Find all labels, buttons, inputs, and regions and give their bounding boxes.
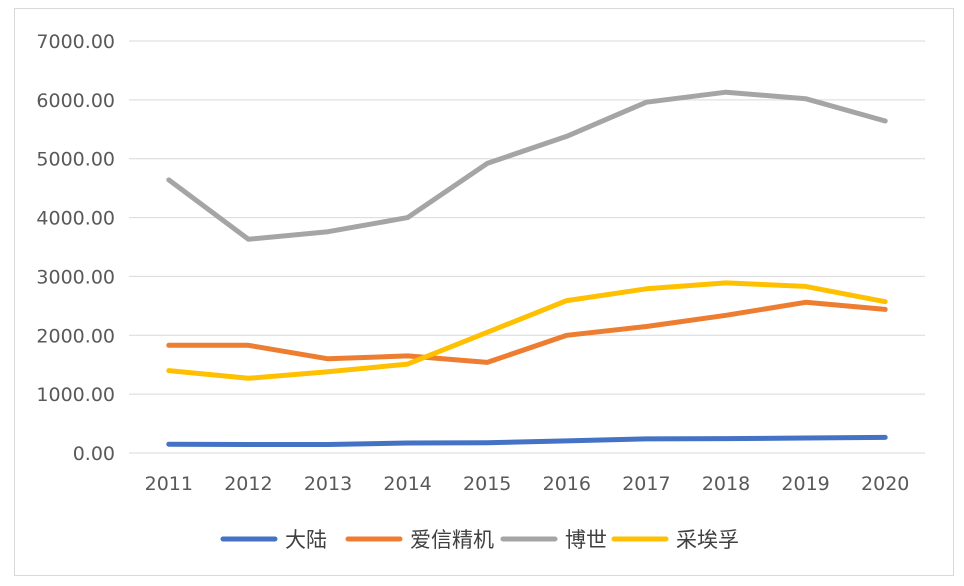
series-lines [166,89,888,447]
x-tick-label: 2013 [304,473,352,495]
y-tick-label: 3000.00 [36,266,115,288]
x-tick-label: 2015 [463,473,511,495]
series-line-1 [166,299,888,365]
gridlines [129,40,925,454]
series-line-3 [166,280,888,381]
x-tick-label: 2019 [781,473,829,495]
y-tick-label: 7000.00 [36,31,115,53]
line-chart: 0.00 1000.00 2000.00 3000.00 4000.00 5000.00 6… [36,31,925,552]
y-tick-label: 2000.00 [36,325,115,347]
legend-label-0: 大陆 [285,528,327,552]
chart-area: 0.00 1000.00 2000.00 3000.00 4000.00 5000.00 6… [14,8,954,576]
y-tick-label: 5000.00 [36,149,115,171]
y-axis-tick-labels: 0.00 1000.00 2000.00 3000.00 4000.00 5000.00 6… [36,31,115,465]
y-tick-label: 0.00 [73,443,115,465]
series-line-0 [166,434,888,447]
x-tick-label: 2020 [861,473,909,495]
series-line-2 [166,89,888,242]
x-tick-label: 2011 [145,473,193,495]
legend-label-1: 爱信精机 [410,528,494,552]
y-tick-label: 4000.00 [36,208,115,230]
x-axis-tick-labels: 2011 2012 2013 2014 2015 2016 2017 2018 2019 2020 [145,473,910,495]
legend: 大陆 爱信精机 博世 采埃孚 [220,528,739,552]
y-tick-label: 1000.00 [36,384,115,406]
x-tick-label: 2012 [224,473,272,495]
x-tick-label: 2016 [543,473,591,495]
x-tick-label: 2017 [622,473,670,495]
y-tick-label: 6000.00 [36,90,115,112]
x-tick-label: 2014 [383,473,431,495]
x-tick-label: 2018 [702,473,750,495]
legend-label-3: 采埃孚 [676,528,739,552]
legend-label-2: 博世 [565,528,607,552]
